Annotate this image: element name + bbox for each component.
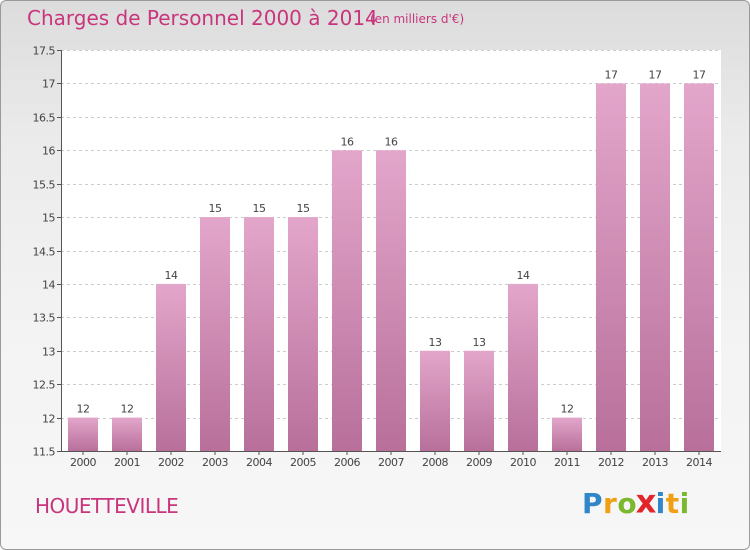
data-labels: 12 12 14 15 15 15 16 16 13 13 14 12 17 17 17	[77, 68, 707, 416]
y-tick-label: 13.5	[33, 312, 56, 325]
y-tick-label: 12.5	[33, 379, 56, 392]
x-tick-label: 2002	[158, 456, 184, 469]
bar	[508, 283, 538, 451]
y-tick-label: 16	[42, 145, 55, 158]
x-tick-label: 2013	[642, 456, 668, 469]
x-tick-label: 2012	[598, 456, 624, 469]
y-tick-label: 15	[42, 212, 55, 225]
axes: 11.5 12 12.5 13 13.5 14 14.5 15 15.5 16 16.5 17 17.5…	[33, 45, 721, 469]
proxiti-logo: Proxiti	[582, 483, 690, 521]
logo-letter: P	[582, 487, 604, 520]
bar	[244, 217, 274, 451]
logo-letter: i	[679, 487, 690, 520]
y-tick-label: 14.5	[33, 246, 56, 259]
y-tick-label: 12	[42, 413, 55, 426]
logo-letter: t	[665, 487, 680, 520]
bar	[640, 83, 670, 452]
data-label: 17	[693, 68, 706, 81]
y-tick-label: 14	[42, 279, 55, 292]
data-label: 14	[517, 269, 530, 282]
bar	[552, 417, 582, 451]
data-label: 13	[473, 336, 486, 349]
y-tick-label: 11.5	[33, 446, 56, 459]
bar	[464, 350, 494, 451]
x-tick-label: 2000	[70, 456, 96, 469]
data-label: 15	[253, 202, 266, 215]
data-label: 14	[165, 269, 178, 282]
data-label: 17	[649, 68, 662, 81]
chart-subtitle: (en milliers d'€)	[370, 12, 465, 26]
logo-letter: i	[655, 487, 666, 520]
data-label: 16	[341, 135, 354, 148]
logo-letter: r	[603, 487, 618, 520]
y-tick-label: 15.5	[33, 179, 56, 192]
data-label: 15	[209, 202, 222, 215]
data-label: 12	[121, 403, 134, 416]
bar	[112, 417, 142, 451]
bar	[596, 83, 626, 452]
x-tick-label: 2003	[202, 456, 228, 469]
logo-letter: x	[635, 482, 658, 521]
x-tick-label: 2005	[290, 456, 316, 469]
x-tick-label: 2011	[554, 456, 580, 469]
x-tick-label: 2009	[466, 456, 492, 469]
bar	[156, 283, 186, 451]
x-tick-label: 2008	[422, 456, 448, 469]
x-tick-label: 2014	[686, 456, 712, 469]
bar	[68, 417, 98, 451]
bar	[376, 150, 406, 451]
place-name: HOUETTEVILLE	[35, 494, 179, 518]
logo-letter: o	[617, 487, 638, 520]
x-tick-label: 2006	[334, 456, 360, 469]
data-label: 15	[297, 202, 310, 215]
bar	[684, 83, 714, 452]
bar	[200, 217, 230, 451]
x-tick-label: 2004	[246, 456, 272, 469]
bar	[288, 217, 318, 451]
bars	[68, 83, 714, 452]
data-label: 17	[605, 68, 618, 81]
y-tick-label: 17	[42, 78, 55, 91]
y-tick-label: 17.5	[33, 45, 56, 58]
x-tick-label: 2001	[114, 456, 140, 469]
y-tick-label: 16.5	[33, 112, 56, 125]
chart-title: Charges de Personnel 2000 à 2014	[27, 6, 378, 30]
x-tick-label: 2010	[510, 456, 536, 469]
bar	[420, 350, 450, 451]
y-tick-label: 13	[42, 346, 55, 359]
data-label: 12	[77, 403, 90, 416]
data-label: 16	[385, 135, 398, 148]
x-tick-label: 2007	[378, 456, 404, 469]
data-label: 12	[561, 403, 574, 416]
data-label: 13	[429, 336, 442, 349]
bar	[332, 150, 362, 451]
